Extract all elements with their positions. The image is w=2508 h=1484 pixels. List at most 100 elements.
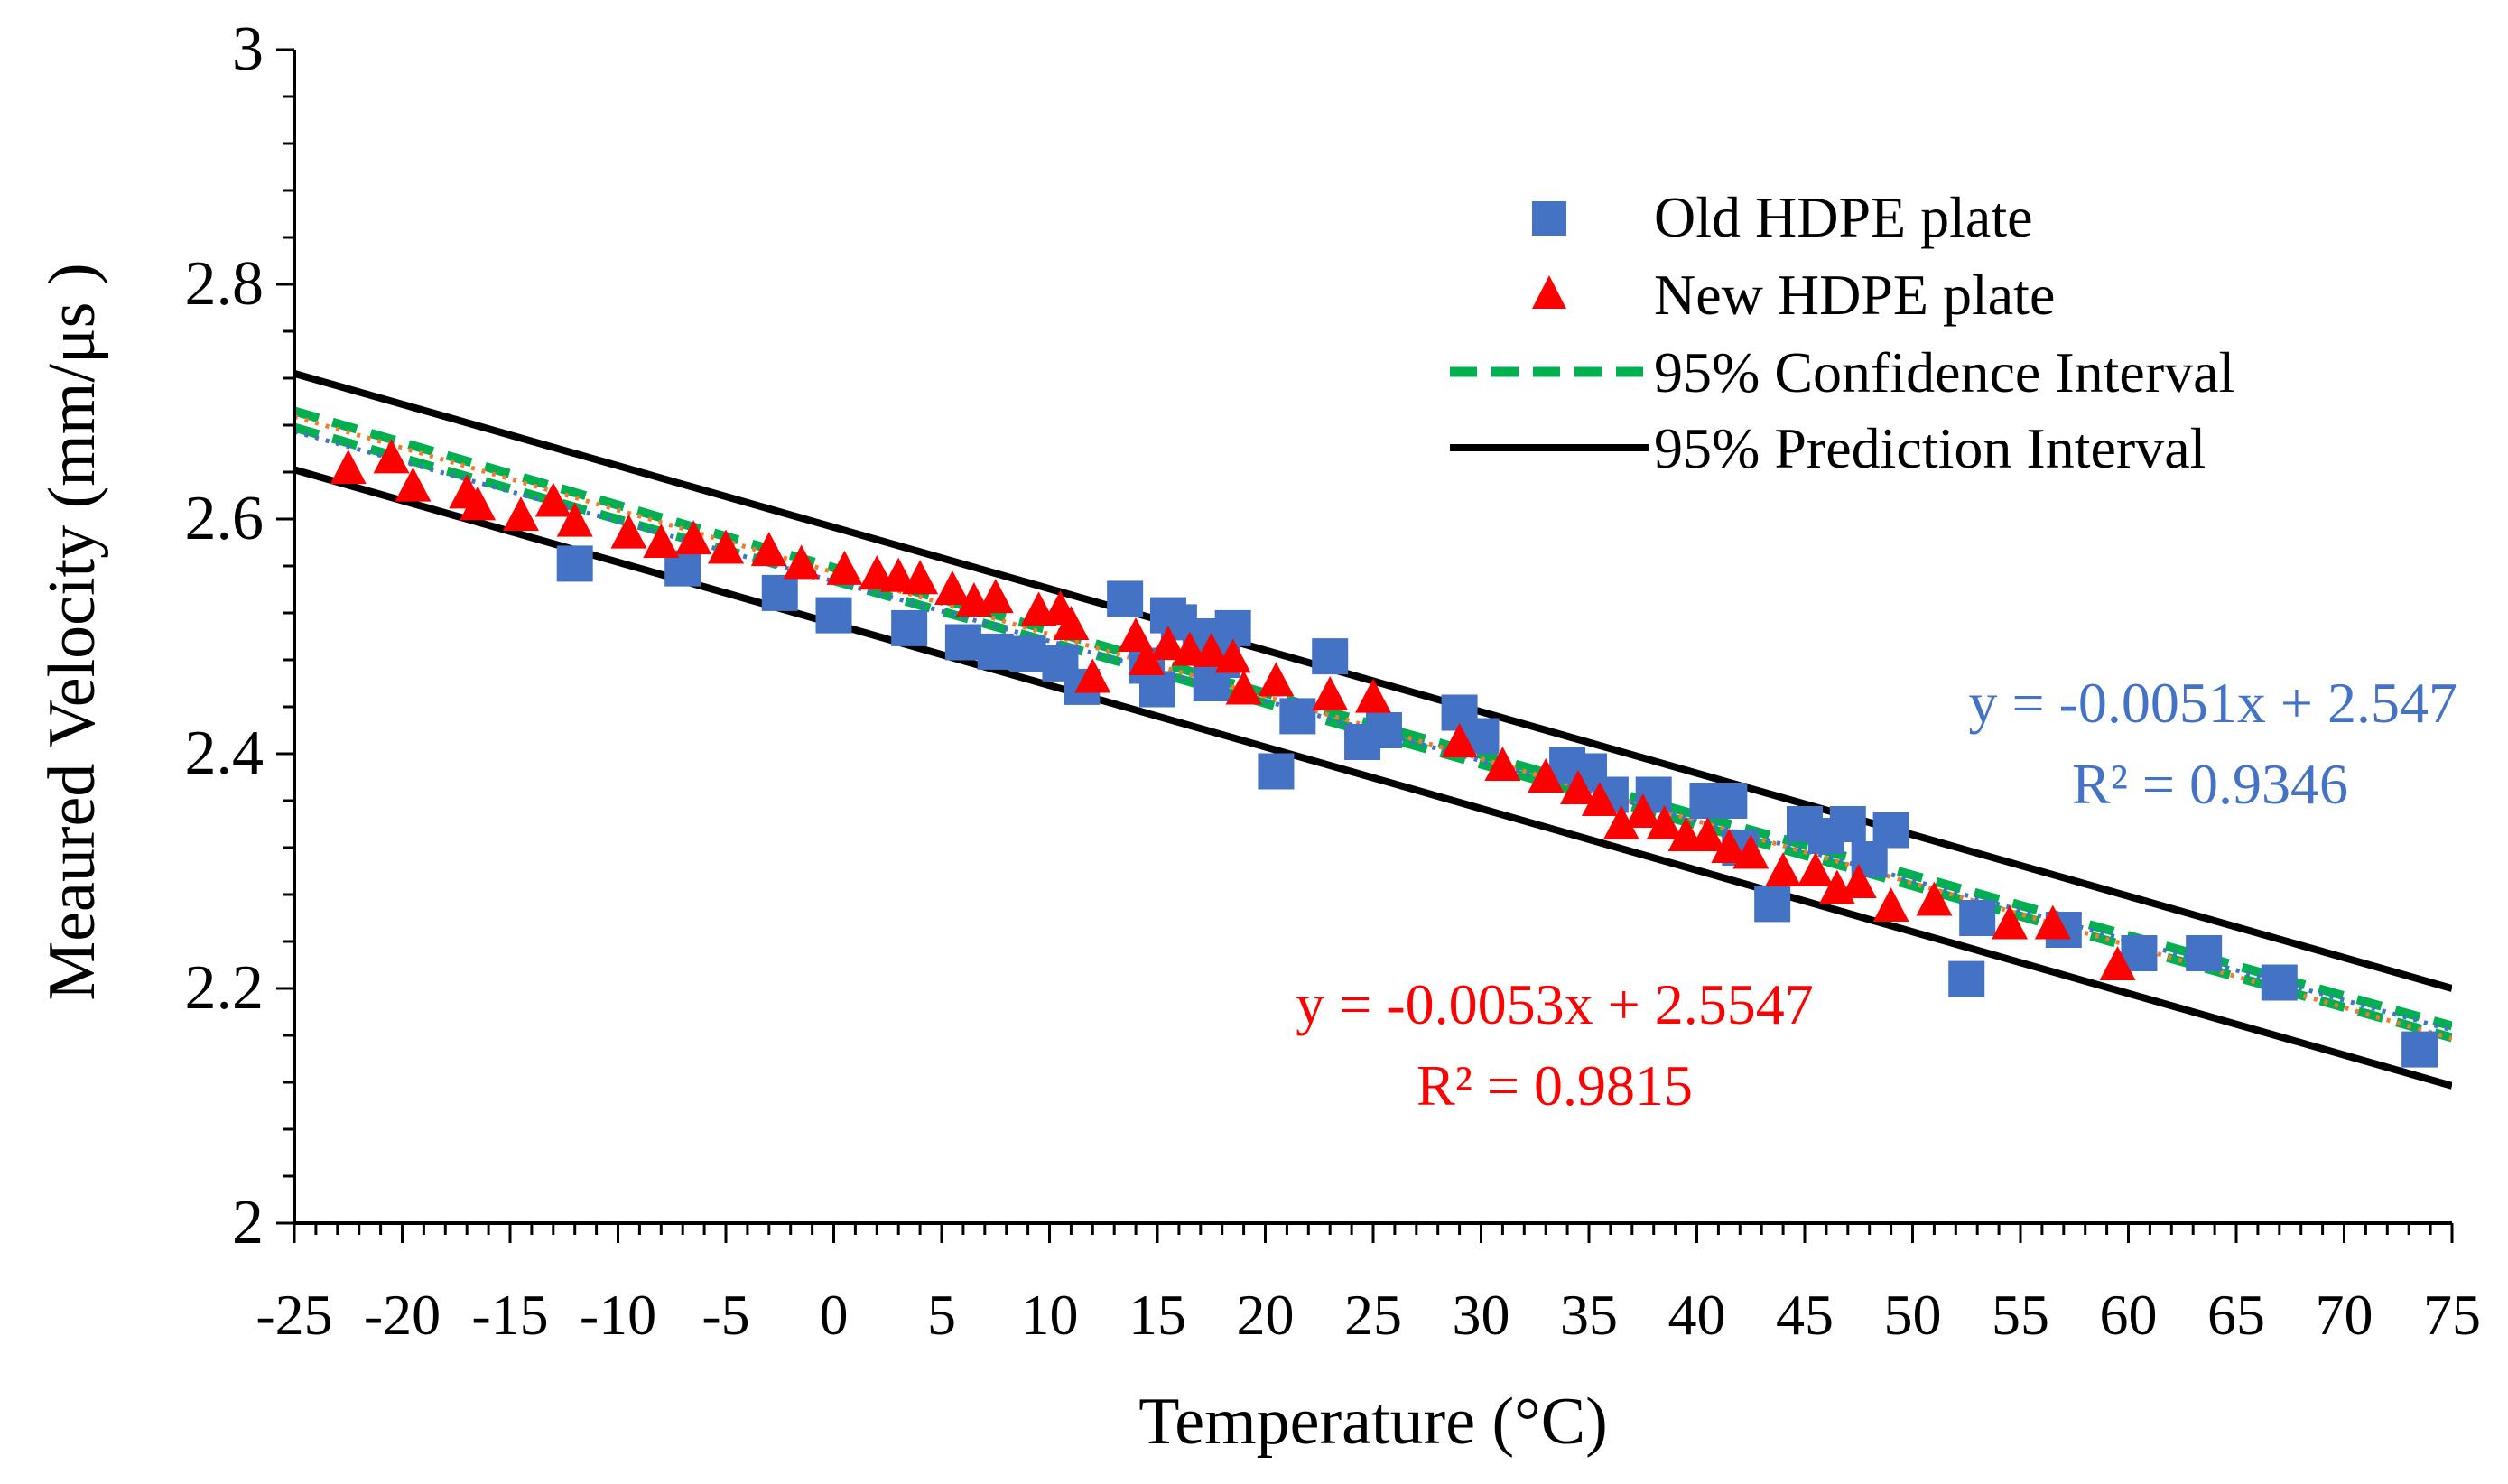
- new-hdpe-point: [502, 496, 539, 532]
- new-hdpe-point: [643, 524, 680, 558]
- trendline-old: [294, 429, 2452, 1033]
- old-hdpe-point: [2401, 1031, 2438, 1068]
- new-hdpe-point: [1355, 678, 1391, 713]
- new-hdpe-point: [1441, 723, 1478, 757]
- new-hdpe-point: [1840, 864, 1877, 898]
- new-hdpe-point: [859, 555, 896, 590]
- old-hdpe-point: [2261, 964, 2298, 1001]
- new-hdpe-point: [1560, 770, 1597, 804]
- new-hdpe-point: [460, 486, 497, 521]
- new-hdpe-point: [395, 467, 432, 502]
- x-tick-label: 0: [820, 1283, 849, 1347]
- x-tick-label: -15: [471, 1283, 548, 1347]
- legend-label-prediction: 95% Prediction Interval: [1654, 416, 2206, 480]
- old-hdpe-point: [1754, 886, 1791, 923]
- old-hdpe-point: [1258, 753, 1295, 790]
- new-hdpe-point: [2034, 904, 2071, 940]
- new-hdpe-point: [783, 544, 820, 580]
- new-hdpe-point: [675, 520, 712, 555]
- x-tick-label: 60: [2100, 1283, 2158, 1347]
- new-hdpe-point: [1602, 805, 1639, 839]
- new-hdpe-point: [1118, 617, 1155, 652]
- new-hdpe-point: [1916, 881, 1953, 916]
- legend-label-new: New HDPE plate: [1654, 263, 2055, 327]
- old-hdpe-point: [1312, 638, 1349, 675]
- legend-marker-old: [1532, 201, 1566, 236]
- x-tick-label: -25: [255, 1283, 332, 1347]
- x-tick-label: 15: [1129, 1283, 1186, 1347]
- old-r2-label: R² = 0.9346: [2072, 752, 2348, 816]
- old-hdpe-point: [1365, 712, 1402, 748]
- new-hdpe-point: [534, 482, 571, 517]
- old-hdpe-point: [1139, 671, 1175, 708]
- x-tick-label: -20: [364, 1283, 441, 1347]
- old-hdpe-point: [556, 545, 593, 582]
- x-tick-label: 5: [927, 1283, 956, 1347]
- new-hdpe-point: [1074, 658, 1111, 693]
- new-hdpe-point: [1484, 747, 1521, 781]
- new-hdpe-point: [1258, 662, 1295, 697]
- legend-label-confidence: 95% Confidence Interval: [1654, 340, 2234, 404]
- new-hdpe-point: [2099, 946, 2136, 980]
- legend: Old HDPE plate New HDPE plate 95% Confid…: [1450, 185, 2234, 480]
- new-hdpe-point: [750, 532, 787, 567]
- new-equation-label: y = -0.0053x + 2.5547: [1296, 972, 1814, 1036]
- new-hdpe-point: [1765, 852, 1802, 886]
- new-hdpe-point: [1129, 641, 1166, 675]
- x-tick-label: 70: [2316, 1283, 2373, 1347]
- old-hdpe-point: [815, 597, 852, 634]
- y-tick-label: 2: [232, 1188, 264, 1257]
- new-hdpe-point: [902, 560, 939, 595]
- x-tick-label: -10: [580, 1283, 656, 1347]
- x-tick-label: 55: [1992, 1283, 2049, 1347]
- legend-marker-new: [1532, 275, 1566, 309]
- axes: [276, 48, 2454, 1243]
- x-tick-label: 75: [2423, 1283, 2481, 1347]
- x-tick-label: 40: [1668, 1283, 1726, 1347]
- old-hdpe-point: [2186, 935, 2223, 971]
- new-hdpe-point: [610, 514, 647, 549]
- old-hdpe-point: [761, 574, 798, 611]
- new-hdpe-point: [880, 557, 917, 592]
- old-hdpe-point: [1279, 698, 1316, 735]
- new-hdpe-point: [1872, 887, 1909, 922]
- new-hdpe-point: [1149, 626, 1186, 661]
- y-tick-label: 2.6: [185, 484, 265, 553]
- prediction-interval-lower: [294, 466, 2452, 1090]
- x-tick-label: 25: [1344, 1283, 1402, 1347]
- new-r2-label: R² = 0.9815: [1417, 1053, 1693, 1118]
- legend-label-old: Old HDPE plate: [1654, 185, 2033, 249]
- x-axis-label: Temperature (°C): [1138, 1385, 1608, 1459]
- new-hdpe-point: [1225, 670, 1262, 705]
- new-hdpe-point: [1581, 782, 1618, 816]
- old-hdpe-point: [1948, 960, 1985, 997]
- new-hdpe-point: [1053, 606, 1090, 640]
- new-hdpe-point: [977, 579, 1014, 614]
- new-hdpe-point: [708, 529, 744, 564]
- data-points: [330, 439, 2438, 1068]
- old-hdpe-point: [1872, 812, 1909, 849]
- x-tick-label: 65: [2207, 1283, 2265, 1347]
- old-hdpe-point: [891, 609, 928, 646]
- new-hdpe-point: [826, 550, 863, 585]
- new-hdpe-point: [1646, 805, 1683, 839]
- tick-labels: 2 2.2 2.4 2.6 2.8 3 -25 -20 -15 -10 -5 0 5 10 15 20 25 30…: [185, 14, 2482, 1347]
- y-tick-label: 2.4: [185, 719, 265, 788]
- old-hdpe-point: [977, 633, 1014, 670]
- x-tick-label: 35: [1560, 1283, 1618, 1347]
- new-hdpe-point: [373, 439, 410, 474]
- y-tick-label: 2.2: [185, 953, 265, 1023]
- old-hdpe-point: [1829, 806, 1866, 842]
- new-hdpe-point: [1689, 817, 1726, 851]
- old-hdpe-point: [1959, 900, 1996, 936]
- new-hdpe-point: [1624, 793, 1661, 828]
- new-hdpe-point: [1797, 852, 1834, 886]
- x-tick-label: 45: [1776, 1283, 1834, 1347]
- x-tick-label: 20: [1237, 1283, 1295, 1347]
- new-hdpe-point: [1732, 834, 1770, 869]
- new-hdpe-point: [1992, 904, 2029, 940]
- old-hdpe-point: [1009, 635, 1046, 672]
- x-tick-label: 30: [1453, 1283, 1510, 1347]
- y-tick-label: 2.8: [185, 249, 265, 319]
